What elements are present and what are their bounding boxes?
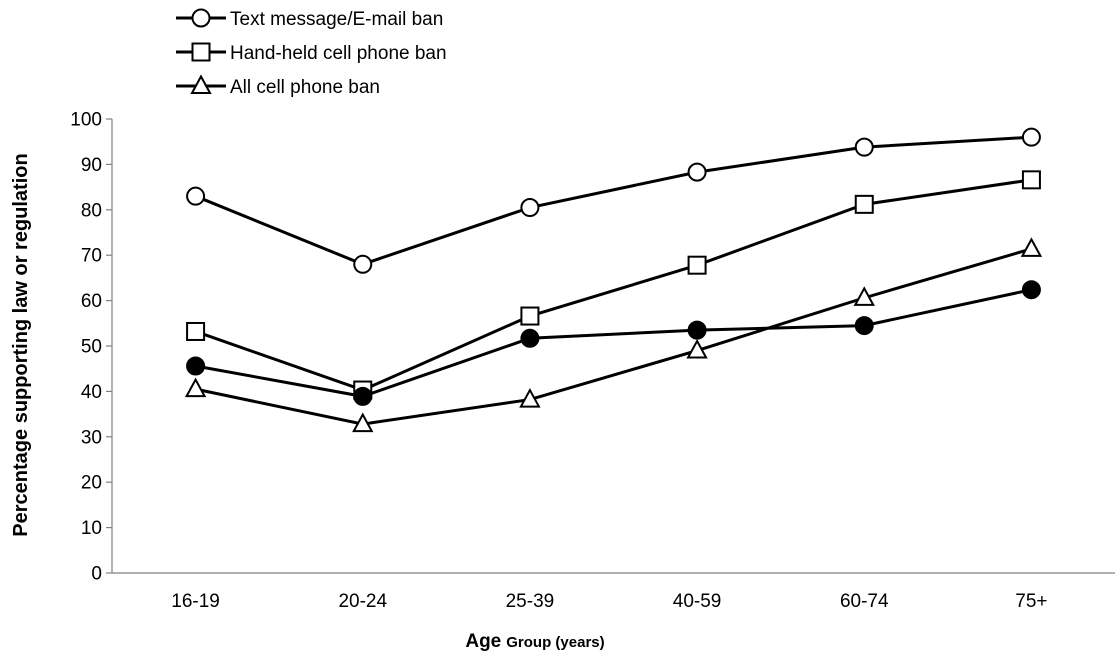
y-tick-label: 90 xyxy=(81,155,102,176)
x-tick-label: 60-74 xyxy=(840,591,889,612)
y-tick-label: 100 xyxy=(70,110,102,131)
series-line xyxy=(195,247,1032,426)
data-point xyxy=(353,386,373,406)
data-point xyxy=(520,306,540,326)
y-tick-label: 70 xyxy=(81,246,102,267)
series-line xyxy=(195,135,1032,266)
x-tick-label: 16-19 xyxy=(171,591,220,612)
legend-label: All cell phone ban xyxy=(230,77,380,98)
data-point xyxy=(352,412,374,433)
data-point xyxy=(520,198,540,218)
data-point xyxy=(687,162,707,182)
x-axis: 16-19 20-24 25-39 40-59 60-74 75+ xyxy=(112,572,1115,612)
y-tick-label: 80 xyxy=(81,200,102,221)
data-point xyxy=(1021,127,1041,147)
x-tick-label: 25-39 xyxy=(506,591,555,612)
data-point xyxy=(687,255,707,275)
y-axis-title: Percentage supporting law or regulation xyxy=(10,153,32,536)
series-layer xyxy=(184,127,1043,433)
data-point xyxy=(854,316,874,336)
y-tick-label: 50 xyxy=(81,337,102,358)
data-point xyxy=(686,338,708,359)
series-2 xyxy=(186,170,1041,400)
data-point xyxy=(853,286,875,306)
data-point xyxy=(519,387,541,408)
data-point xyxy=(854,137,874,157)
series-line xyxy=(195,288,1032,398)
legend-entry: Hand-held cell phone ban xyxy=(176,42,447,64)
legend-label: Hand-held cell phone ban xyxy=(230,43,447,64)
series-1 xyxy=(186,127,1041,274)
series-4 xyxy=(186,280,1041,406)
y-tick-label: 40 xyxy=(81,382,102,403)
data-point xyxy=(186,321,206,341)
data-point xyxy=(1020,237,1043,257)
data-point xyxy=(854,194,874,214)
series-3 xyxy=(184,237,1043,433)
legend-label: Text message/E-mail ban xyxy=(230,9,443,30)
y-tick-label: 30 xyxy=(81,427,102,448)
x-tick-label: 75+ xyxy=(1015,591,1047,612)
x-tick-label: 20-24 xyxy=(338,591,387,612)
data-point xyxy=(1021,280,1041,300)
legend: Text message/E-mail ban Hand-held cell ph… xyxy=(176,8,447,98)
data-point xyxy=(687,320,707,340)
x-axis-title: Age Group (years) xyxy=(465,631,604,652)
y-axis: 0 10 20 30 40 50 60 70 80 90 100 xyxy=(70,110,113,585)
y-tick-label: 20 xyxy=(81,473,102,494)
legend-marker xyxy=(191,42,211,62)
data-point xyxy=(184,377,207,398)
legend-entry: Text message/E-mail ban xyxy=(176,8,443,30)
data-point xyxy=(186,186,206,206)
legend-marker xyxy=(190,74,212,94)
data-point xyxy=(353,254,373,274)
y-tick-label: 10 xyxy=(81,518,102,539)
data-point xyxy=(1021,170,1041,190)
y-tick-label: 60 xyxy=(81,291,102,312)
legend-marker xyxy=(191,8,211,28)
series-line xyxy=(195,178,1032,392)
legend-entry: All cell phone ban xyxy=(176,74,380,98)
data-point xyxy=(520,328,540,348)
y-tick-label: 0 xyxy=(91,564,102,585)
x-tick-label: 40-59 xyxy=(673,591,722,612)
data-point xyxy=(186,356,206,376)
